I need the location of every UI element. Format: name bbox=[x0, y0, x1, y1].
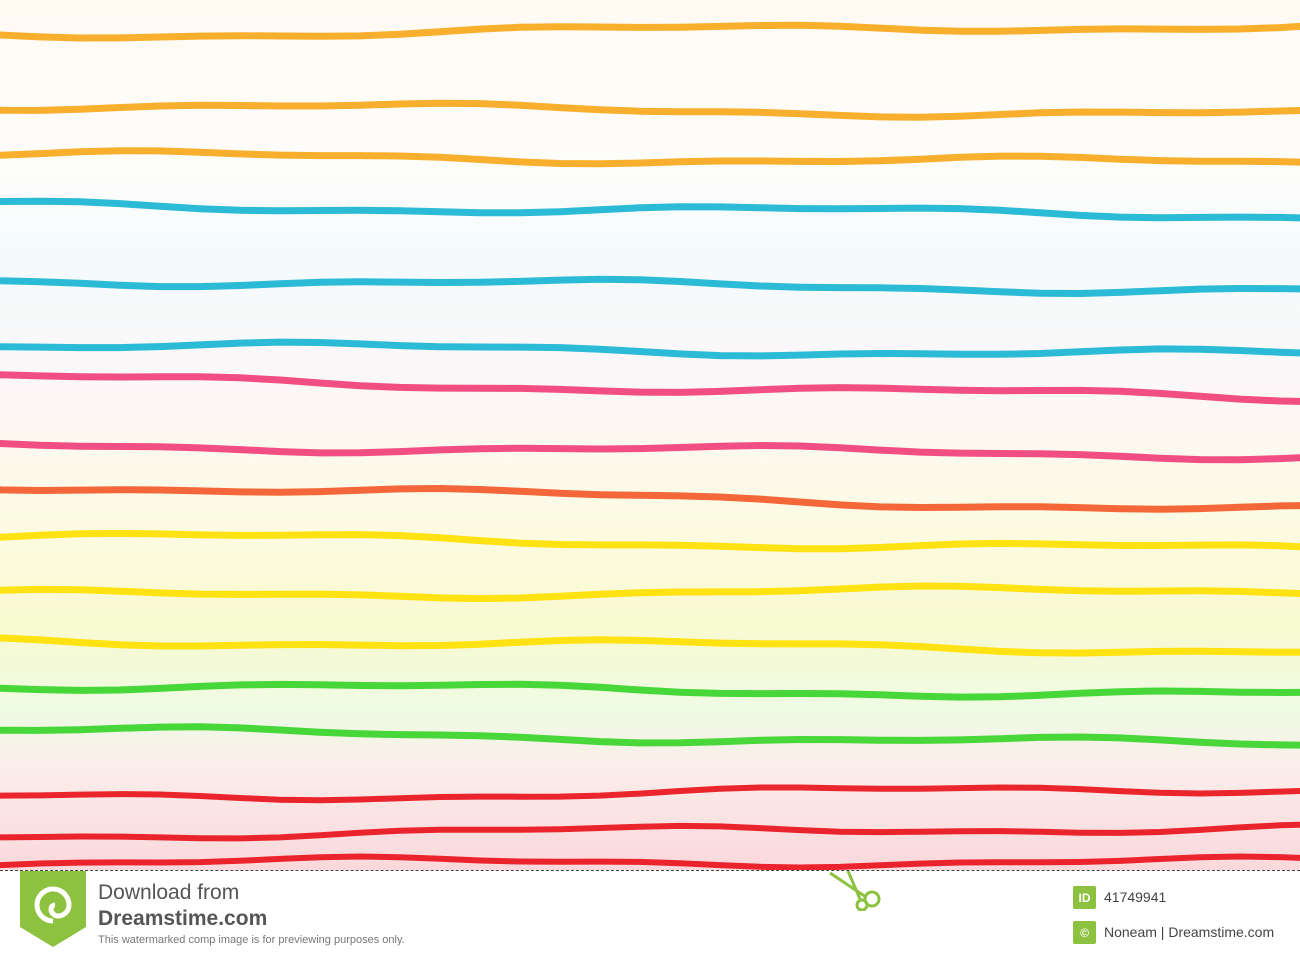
photographer-credit: Noneam | Dreamstime.com bbox=[1104, 924, 1275, 940]
dreamstime-brand-text: Dreamstime.com bbox=[98, 907, 268, 930]
watermark-footer: Download from Dreamstime.com This waterm… bbox=[0, 871, 1300, 960]
cut-line bbox=[0, 870, 1300, 871]
frosting-line bbox=[0, 723, 1300, 749]
frosting-line bbox=[0, 582, 1300, 603]
frosting-line bbox=[0, 484, 1300, 513]
frosting-line bbox=[0, 853, 1300, 870]
frosting-line bbox=[0, 197, 1300, 222]
frosting-line bbox=[0, 147, 1300, 168]
frosting-line bbox=[0, 275, 1300, 298]
image-id: 41749941 bbox=[1104, 889, 1167, 905]
frosting-line bbox=[0, 784, 1300, 804]
frosting-line bbox=[0, 21, 1300, 42]
frosting-line bbox=[0, 680, 1300, 701]
scissors-icon bbox=[829, 871, 881, 911]
rainbow-cake-photo bbox=[0, 0, 1300, 870]
frosting-line bbox=[0, 371, 1300, 405]
frosting-line bbox=[0, 529, 1300, 553]
frosting-line bbox=[0, 99, 1300, 121]
download-from-text: Download from bbox=[98, 881, 240, 904]
frosting-line bbox=[0, 439, 1300, 464]
copyright-icon: © bbox=[1073, 921, 1096, 944]
frosting-line bbox=[0, 338, 1300, 360]
dreamstime-spiral-logo bbox=[20, 871, 86, 947]
id-icon: ID bbox=[1073, 886, 1096, 909]
frosting-line bbox=[0, 821, 1300, 842]
frosting-line bbox=[0, 634, 1300, 657]
preview-notice: This watermarked comp image is for previ… bbox=[98, 934, 405, 946]
